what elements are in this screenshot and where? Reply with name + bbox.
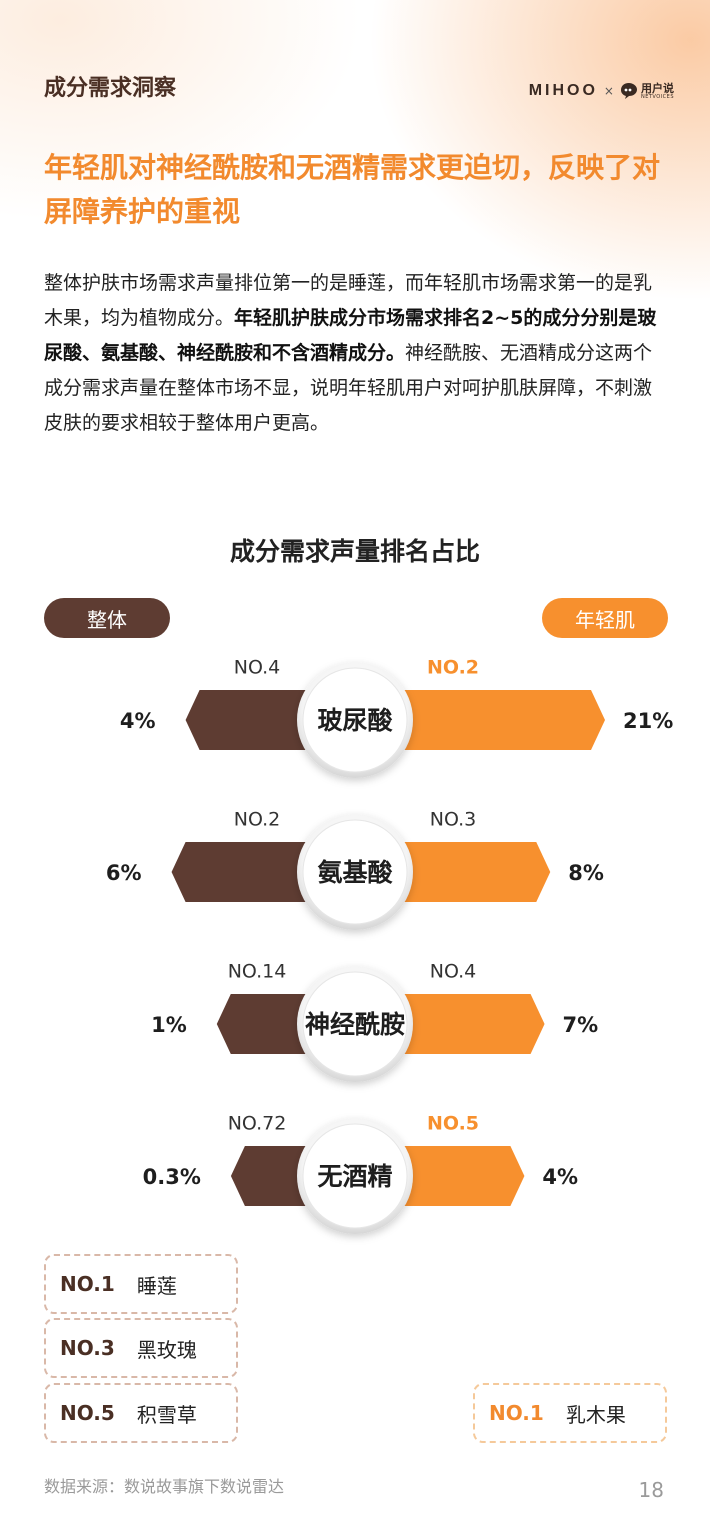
page-number: 18 <box>638 1478 664 1502</box>
legend-pill-overall: 整体 <box>44 598 170 638</box>
value-label-overall: 6% <box>106 861 142 885</box>
bar-overall <box>216 994 310 1054</box>
value-label-youth: 8% <box>568 861 604 885</box>
legend-overall-1: NO.1 睡莲 <box>44 1254 238 1314</box>
legend-ingredient: 乳木果 <box>565 1402 626 1427</box>
brand-logos: MIHOO × 用户说 NETVOICES <box>529 82 674 100</box>
body-part-1: 整体护肤市场需求声量排位第一的是睡莲，而年轻肌市场需求第一的是乳木果，均为植物成… <box>44 272 653 329</box>
chart-title: 成分需求声量排名占比 <box>229 537 480 566</box>
body-part-3: 神经酰胺、无酒精成分这两个成分需求声量在整体市场不显，说明年轻肌用户对呵护肌肤屏… <box>44 342 653 434</box>
legend-overall-3: NO.3 黑玫瑰 <box>44 1318 238 1378</box>
netvoices-logo: 用户说 NETVOICES <box>620 82 674 100</box>
legend-overall-5: NO.5 积雪草 <box>44 1383 238 1443</box>
legend-ingredient: 积雪草 <box>136 1402 197 1427</box>
logo-separator: × <box>603 84 614 98</box>
netvoices-mark-icon <box>620 83 637 99</box>
rank-label-youth: NO.4 <box>430 961 477 983</box>
value-label-overall: 0.3% <box>143 1165 201 1189</box>
legend-pill-youth: 年轻肌 <box>542 598 668 638</box>
category-circle-inner <box>302 819 408 925</box>
category-label: 玻尿酸 <box>317 706 393 735</box>
value-label-youth: 4% <box>542 1165 578 1189</box>
category-label: 神经酰胺 <box>305 1010 405 1039</box>
rank-label-overall: NO.72 <box>228 1113 287 1135</box>
legend-ingredient: 黑玫瑰 <box>136 1337 197 1362</box>
legend-rank: NO.3 <box>60 1336 115 1360</box>
legend-ingredient: 睡莲 <box>136 1273 177 1298</box>
bar-overall <box>230 1146 310 1206</box>
category-circle-inner <box>302 667 408 773</box>
section-title: 成分需求洞察 <box>44 76 177 101</box>
rank-label-overall: NO.4 <box>234 657 281 679</box>
category-label: 无酒精 <box>317 1162 392 1191</box>
body-part-2-bold: 年轻肌护肤成分市场需求排名2~5的成分分别是玻尿酸、氨基酸、神经酰胺和不含酒精成… <box>44 307 657 364</box>
rank-label-youth: NO.3 <box>430 809 477 831</box>
category-circle-inner <box>302 1123 408 1229</box>
category-label: 氨基酸 <box>317 858 393 887</box>
legend-youth-1: NO.1 乳木果 <box>473 1383 667 1443</box>
netvoices-en: NETVOICES <box>640 93 674 100</box>
value-label-overall: 1% <box>151 1013 187 1037</box>
bar-youth <box>400 690 605 750</box>
butterfly-chart: 玻尿酸 NO.4 NO.2 4% 21% 氨基酸 NO.2 NO.3 6% 8% 神经酰胺 NO.14… <box>106 657 673 1234</box>
bar-youth <box>400 994 545 1054</box>
mihoo-logo: MIHOO <box>528 82 598 99</box>
rank-label-overall: NO.2 <box>234 809 281 831</box>
rank-label-overall: NO.14 <box>228 961 287 983</box>
bar-overall <box>171 842 310 902</box>
bar-overall <box>185 690 310 750</box>
headline: 年轻肌对神经酰胺和无酒精需求更迫切，反映了对屏障养护的重视 <box>44 151 661 228</box>
bar-youth <box>400 1146 525 1206</box>
legend-rank: NO.1 <box>489 1401 544 1425</box>
rank-label-youth: NO.5 <box>427 1113 479 1135</box>
category-circle-inner <box>302 971 408 1077</box>
value-label-overall: 4% <box>120 709 156 733</box>
body-paragraph: 整体护肤市场需求声量排位第一的是睡莲，而年轻肌市场需求第一的是乳木果，均为植物成… <box>44 266 670 441</box>
value-label-youth: 7% <box>563 1013 599 1037</box>
rank-label-youth: NO.2 <box>427 657 479 679</box>
bar-youth <box>400 842 551 902</box>
legend-rank: NO.5 <box>60 1401 115 1425</box>
data-source: 数据来源：数说故事旗下数说雷达 <box>44 1477 285 1496</box>
netvoices-cn: 用户说 <box>640 81 674 95</box>
legend-rank: NO.1 <box>60 1272 115 1296</box>
value-label-youth: 21% <box>623 709 673 733</box>
